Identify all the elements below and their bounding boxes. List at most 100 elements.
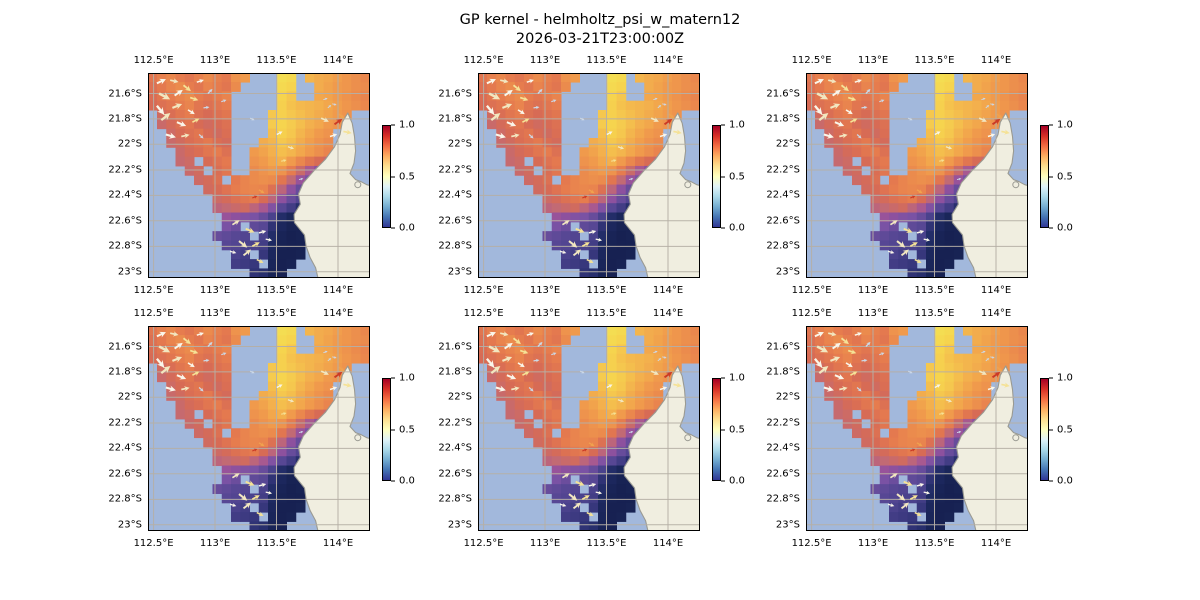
colorbar-tick-labels: 1.0 0.5 0.0 <box>721 120 756 234</box>
y-tick-label: 21.8°S <box>108 366 142 378</box>
colorbar-tick-labels: 1.0 0.5 0.0 <box>1049 373 1084 487</box>
y-tick-label: 23°S <box>447 266 472 278</box>
x-tick-label: 113°E <box>199 308 231 319</box>
x-tick-label: 113.5°E <box>914 308 955 319</box>
colorbar-tick-label: 1.0 <box>1049 119 1073 131</box>
y-tick-label: 23°S <box>775 266 800 278</box>
y-tick-label: 23°S <box>447 519 472 531</box>
colorbar-gradient <box>1040 125 1049 228</box>
y-tick-label: 22.2°S <box>438 417 472 429</box>
x-tick-label: 114°E <box>980 55 1012 66</box>
colorbar: 1.0 0.5 0.0 <box>382 373 415 487</box>
x-tick-label: 114°E <box>322 55 354 66</box>
x-tick-label: 113°E <box>857 285 889 296</box>
subplot-1: 112.5°E 113°E 113.5°E 114°E 21.6°S 21.8°S 22°… <box>108 55 415 296</box>
map-panel <box>806 326 1028 531</box>
y-tick-label: 21.6°S <box>438 341 472 352</box>
y-tick-label: 21.8°S <box>766 113 800 125</box>
x-tick-label: 114°E <box>980 308 1012 319</box>
map-panel <box>478 326 700 531</box>
x-tick-label: 114°E <box>652 538 684 549</box>
colorbar-tick-label: 0.0 <box>391 222 415 234</box>
x-axis-bottom-tick-labels: 112.5°E 113°E 113.5°E 114°E <box>134 284 370 297</box>
x-tick-label: 113°E <box>199 55 231 66</box>
y-tick-label: 22.8°S <box>766 240 800 252</box>
colorbar: 1.0 0.5 0.0 <box>1040 120 1073 234</box>
y-tick-label: 21.8°S <box>766 366 800 378</box>
y-tick-label: 22.6°S <box>438 468 472 480</box>
y-axis-tick-labels: 21.6°S 21.8°S 22°S 22.2°S 22.4°S 22.6°S 22.8°S… <box>754 73 806 278</box>
x-tick-label: 113°E <box>529 55 561 66</box>
y-tick-label: 22.6°S <box>108 468 142 480</box>
y-tick-label: 22.4°S <box>108 189 142 201</box>
map-panel <box>478 73 700 278</box>
y-tick-label: 21.6°S <box>108 341 142 352</box>
x-axis-bottom-tick-labels: 112.5°E 113°E 113.5°E 114°E <box>464 537 700 550</box>
x-tick-label: 114°E <box>652 308 684 319</box>
y-tick-label: 22°S <box>447 138 472 150</box>
colorbar-tick-labels: 1.0 0.5 0.0 <box>1049 120 1084 234</box>
colorbar-tick-label: 0.0 <box>721 222 745 234</box>
subtitle-line: 2026-03-21T23:00:00Z <box>515 31 685 47</box>
y-tick-label: 22.8°S <box>438 493 472 505</box>
subplot-6: 112.5°E 113°E 113.5°E 114°E 21.6°S 21.8°S 22°… <box>766 308 1073 549</box>
x-tick-label: 112.5°E <box>463 55 504 66</box>
subplot-4: 112.5°E 113°E 113.5°E 114°E 21.6°S 21.8°S 22°… <box>108 308 415 549</box>
x-axis-top-tick-labels: 112.5°E 113°E 113.5°E 114°E <box>792 54 1028 67</box>
map-panel <box>148 326 370 531</box>
x-tick-label: 113°E <box>857 55 889 66</box>
y-axis-tick-labels: 21.6°S 21.8°S 22°S 22.2°S 22.4°S 22.6°S 22.8°S… <box>96 73 148 278</box>
x-tick-label: 114°E <box>980 285 1012 296</box>
x-tick-label: 114°E <box>980 538 1012 549</box>
x-axis-bottom-tick-labels: 112.5°E 113°E 113.5°E 114°E <box>792 537 1028 550</box>
colorbar-gradient <box>1040 378 1049 481</box>
y-tick-label: 22°S <box>775 138 800 150</box>
map-panel <box>148 73 370 278</box>
x-tick-label: 113°E <box>857 308 889 319</box>
colorbar-gradient <box>712 378 721 481</box>
y-axis-tick-labels: 21.6°S 21.8°S 22°S 22.2°S 22.4°S 22.6°S 22.8°S… <box>754 326 806 531</box>
x-tick-label: 112.5°E <box>133 538 174 549</box>
x-axis-top-tick-labels: 112.5°E 113°E 113.5°E 114°E <box>792 307 1028 320</box>
colorbar-tick-label: 0.5 <box>721 424 745 435</box>
x-tick-label: 113.5°E <box>256 285 297 296</box>
y-tick-label: 22.4°S <box>438 189 472 201</box>
colorbar-tick-label: 0.0 <box>1049 475 1073 487</box>
x-tick-label: 114°E <box>652 285 684 296</box>
x-tick-label: 112.5°E <box>133 308 174 319</box>
y-tick-label: 22.2°S <box>766 417 800 429</box>
x-tick-label: 114°E <box>322 308 354 319</box>
y-tick-label: 22.2°S <box>766 164 800 176</box>
y-tick-label: 22.6°S <box>766 468 800 480</box>
y-tick-label: 22°S <box>775 391 800 403</box>
colorbar-tick-label: 0.0 <box>391 475 415 487</box>
x-tick-label: 113°E <box>529 308 561 319</box>
x-tick-label: 113.5°E <box>914 285 955 296</box>
x-tick-label: 112.5°E <box>463 308 504 319</box>
x-tick-label: 114°E <box>322 538 354 549</box>
x-tick-label: 112.5°E <box>133 285 174 296</box>
colorbar-gradient <box>712 125 721 228</box>
colorbar-tick-label: 0.5 <box>391 171 415 182</box>
y-tick-label: 22°S <box>447 391 472 403</box>
y-tick-label: 23°S <box>117 519 142 531</box>
colorbar-tick-labels: 1.0 0.5 0.0 <box>391 120 426 234</box>
map-panel <box>806 73 1028 278</box>
x-axis-top-tick-labels: 112.5°E 113°E 113.5°E 114°E <box>464 307 700 320</box>
y-tick-label: 22.6°S <box>108 215 142 227</box>
x-tick-label: 113.5°E <box>914 55 955 66</box>
x-tick-label: 112.5°E <box>133 55 174 66</box>
subplot-5: 112.5°E 113°E 113.5°E 114°E 21.6°S 21.8°S 22°… <box>438 308 745 549</box>
y-tick-label: 22.2°S <box>438 164 472 176</box>
x-tick-label: 113°E <box>529 285 561 296</box>
x-tick-label: 113°E <box>857 538 889 549</box>
y-tick-label: 22.2°S <box>108 417 142 429</box>
colorbar: 1.0 0.5 0.0 <box>382 120 415 234</box>
x-axis-top-tick-labels: 112.5°E 113°E 113.5°E 114°E <box>134 54 370 67</box>
x-tick-label: 112.5°E <box>463 285 504 296</box>
y-tick-label: 22°S <box>117 391 142 403</box>
x-tick-label: 114°E <box>322 285 354 296</box>
colorbar-gradient <box>382 125 391 228</box>
colorbar-tick-label: 1.0 <box>721 372 745 384</box>
